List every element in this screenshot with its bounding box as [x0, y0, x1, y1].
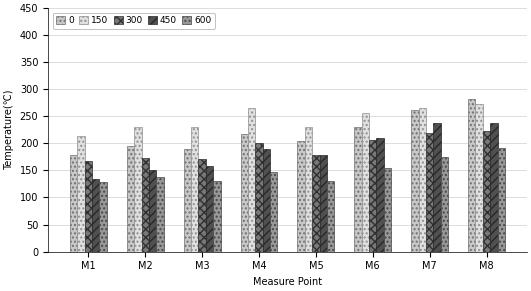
- Bar: [92, 179, 99, 251]
- Bar: [77, 136, 84, 251]
- Bar: [369, 140, 376, 251]
- Bar: [468, 99, 475, 251]
- Legend: 0, 150, 300, 450, 600: 0, 150, 300, 450, 600: [53, 13, 215, 29]
- Bar: [241, 134, 248, 251]
- Bar: [320, 155, 327, 251]
- Bar: [418, 108, 426, 251]
- Bar: [297, 141, 305, 251]
- Bar: [156, 178, 164, 251]
- Bar: [184, 149, 191, 251]
- Bar: [263, 149, 270, 251]
- Bar: [84, 161, 92, 251]
- X-axis label: Measure Point: Measure Point: [253, 277, 322, 287]
- Bar: [255, 143, 263, 251]
- Bar: [99, 182, 107, 251]
- Bar: [354, 127, 362, 251]
- Bar: [248, 108, 255, 251]
- Bar: [134, 127, 142, 251]
- Bar: [498, 148, 505, 251]
- Bar: [70, 155, 77, 251]
- Bar: [305, 127, 312, 251]
- Bar: [411, 110, 418, 251]
- Bar: [490, 123, 498, 251]
- Bar: [199, 159, 206, 251]
- Bar: [206, 166, 213, 251]
- Bar: [441, 157, 448, 251]
- Bar: [362, 113, 369, 251]
- Bar: [376, 138, 384, 251]
- Bar: [475, 104, 483, 251]
- Y-axis label: Temperature(℃): Temperature(℃): [4, 90, 14, 170]
- Bar: [312, 155, 320, 251]
- Bar: [142, 158, 149, 251]
- Bar: [483, 131, 490, 251]
- Bar: [270, 171, 278, 251]
- Bar: [384, 168, 391, 251]
- Bar: [191, 127, 199, 251]
- Bar: [426, 133, 433, 251]
- Bar: [433, 123, 441, 251]
- Bar: [327, 181, 335, 251]
- Bar: [127, 146, 134, 251]
- Bar: [149, 171, 156, 251]
- Bar: [213, 181, 220, 251]
